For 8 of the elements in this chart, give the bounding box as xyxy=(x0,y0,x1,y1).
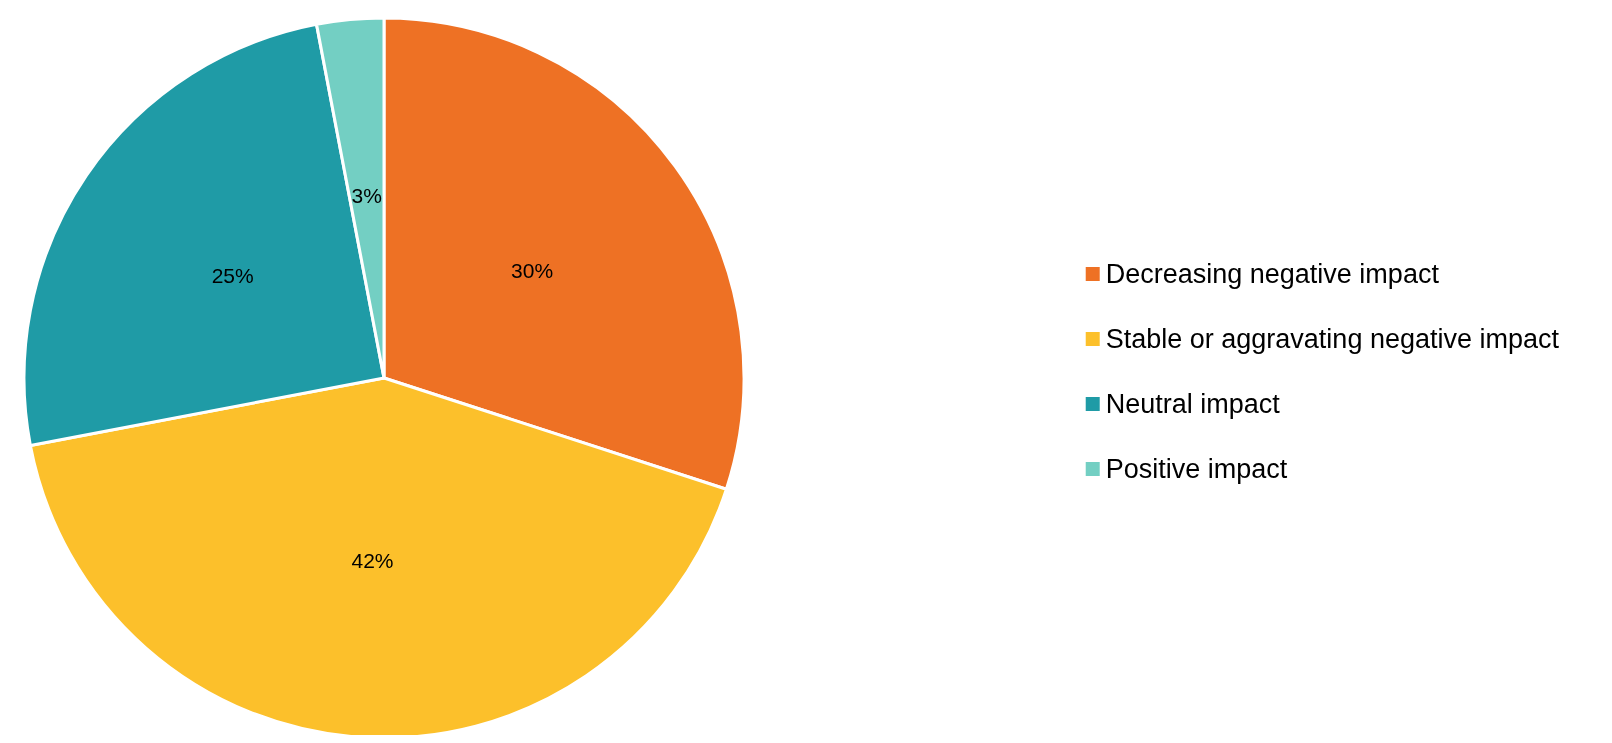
data-label: 42% xyxy=(351,549,394,573)
data-label: 3% xyxy=(351,184,382,208)
legend-label: Positive impact xyxy=(1105,454,1288,484)
data-label: 25% xyxy=(211,263,254,287)
legend-label: Neutral impact xyxy=(1105,389,1281,419)
legend-label: Decreasing negative impact xyxy=(1105,259,1440,289)
data-label: 30% xyxy=(511,258,554,282)
legend-label: Stable or aggravating negative impact xyxy=(1105,324,1560,354)
